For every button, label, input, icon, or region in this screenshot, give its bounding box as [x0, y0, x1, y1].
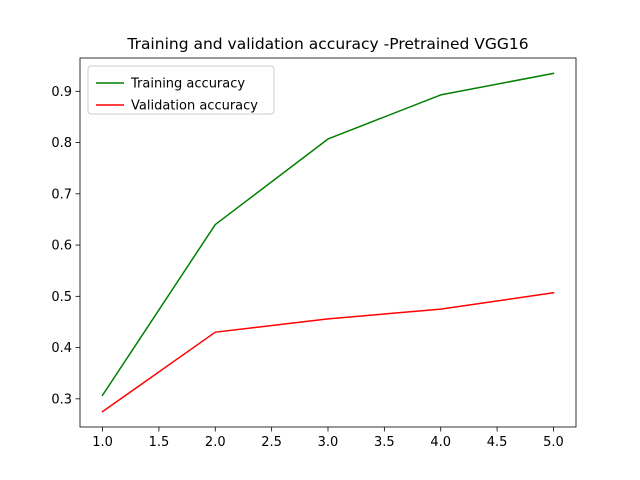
- x-tick-label: 1.0: [92, 435, 113, 450]
- y-tick-label: 0.7: [51, 187, 72, 202]
- x-tick-label: 4.0: [430, 435, 451, 450]
- legend-label-2: Validation accuracy: [131, 99, 258, 114]
- y-tick-label: 0.3: [51, 392, 72, 407]
- series-line-2: [101, 291, 555, 413]
- series-line-1: [101, 72, 555, 397]
- y-tick-label: 0.5: [51, 290, 72, 305]
- y-tick-label: 0.8: [51, 136, 72, 151]
- x-tick-label: 4.5: [487, 435, 508, 450]
- y-tick-label: 0.6: [51, 239, 72, 254]
- chart-title: Training and validation accuracy -Pretra…: [126, 35, 528, 53]
- x-tick-label: 3.5: [374, 435, 395, 450]
- x-tick-label: 2.0: [205, 435, 226, 450]
- y-tick-label: 0.4: [51, 341, 72, 356]
- x-tick-label: 1.5: [149, 435, 170, 450]
- legend-box: [87, 65, 275, 115]
- plot-area: [101, 72, 555, 413]
- legend-label-1: Training accuracy: [130, 77, 245, 92]
- x-tick-label: 2.5: [261, 435, 282, 450]
- y-tick-label: 0.9: [51, 85, 72, 100]
- legend: Training accuracy Validation accuracy: [87, 65, 275, 115]
- x-tick-label: 5.0: [543, 435, 564, 450]
- axes: 1.0 1.5 2.0 2.5 3.0 3.5 4.0 4.5 5.0 0.3 0.4 0.5 0.6 0…: [51, 57, 577, 450]
- x-tick-label: 3.0: [318, 435, 339, 450]
